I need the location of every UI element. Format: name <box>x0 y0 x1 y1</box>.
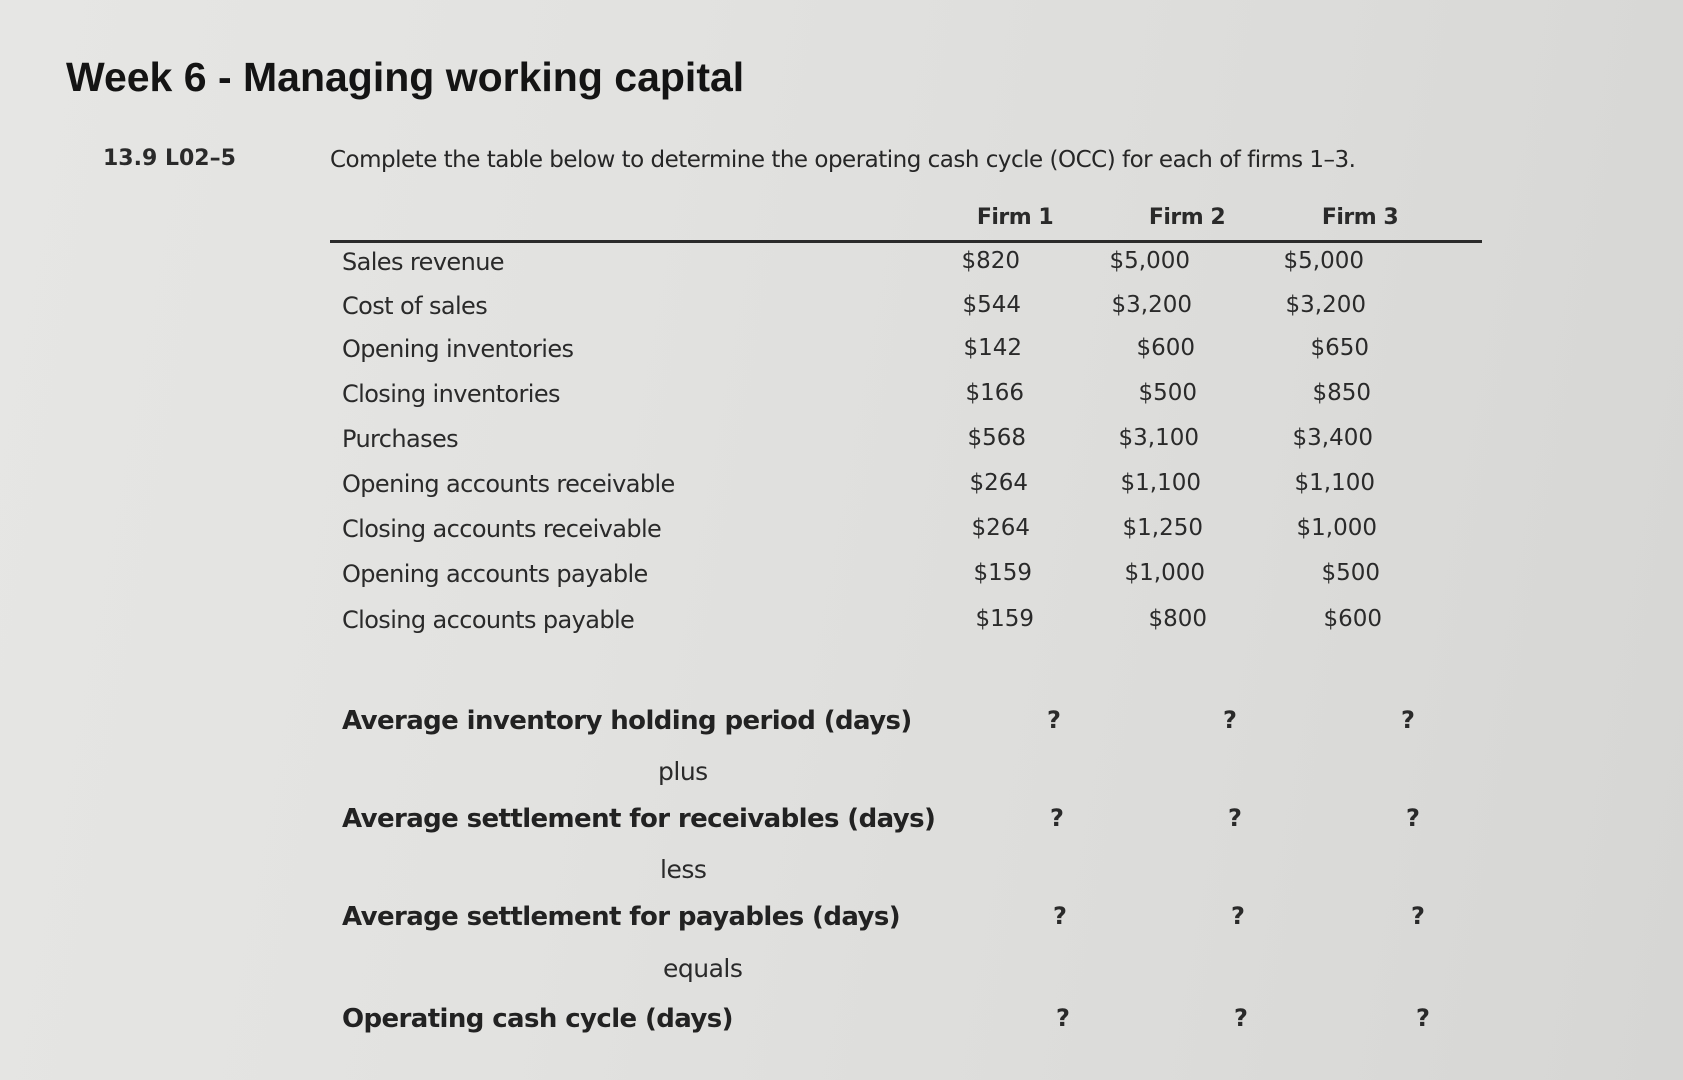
occ-table: Firm 1 Firm 2 Firm 3 Sales revenue $820 … <box>330 200 1482 1060</box>
row-label: Closing accounts payable <box>342 606 635 634</box>
cell-firm-1: $264 <box>969 470 1028 496</box>
connector-less: less <box>660 855 707 884</box>
answer-firm-1: ? <box>1053 902 1067 930</box>
table-row: Closing accounts payable $159 $800 $600 <box>330 606 1482 646</box>
table-row: Opening accounts payable $159 $1,000 $50… <box>330 560 1482 600</box>
row-label: Purchases <box>342 425 459 453</box>
calc-label: Operating cash cycle (days) <box>342 1004 734 1034</box>
row-label: Sales revenue <box>342 248 505 276</box>
connector-plus: plus <box>658 757 708 786</box>
column-header-firm-1: Firm 1 <box>976 205 1054 230</box>
cell-firm-1: $166 <box>965 380 1024 406</box>
answer-firm-1: ? <box>1050 804 1064 832</box>
cell-firm-3: $850 <box>1312 380 1371 406</box>
answer-firm-3: ? <box>1411 902 1425 930</box>
column-header-firm-3: Firm 3 <box>1321 205 1399 230</box>
cell-firm-2: $800 <box>1148 606 1207 632</box>
cell-firm-3: $5,000 <box>1283 248 1364 274</box>
answer-firm-3: ? <box>1406 804 1420 832</box>
cell-firm-1: $544 <box>962 292 1021 318</box>
table-row: Opening inventories $142 $600 $650 <box>330 335 1482 375</box>
cell-firm-3: $650 <box>1310 335 1369 361</box>
cell-firm-2: $600 <box>1136 335 1195 361</box>
answer-firm-1: ? <box>1056 1004 1070 1032</box>
cell-firm-1: $159 <box>975 606 1034 632</box>
table-row: Opening accounts receivable $264 $1,100 … <box>330 470 1482 510</box>
column-header-firm-2: Firm 2 <box>1148 205 1226 230</box>
cell-firm-2: $3,200 <box>1111 292 1192 318</box>
cell-firm-2: $1,000 <box>1124 560 1205 586</box>
cell-firm-3: $1,100 <box>1294 470 1375 496</box>
cell-firm-1: $159 <box>973 560 1032 586</box>
cell-firm-2: $500 <box>1138 380 1197 406</box>
calc-row-operating-cash-cycle: Operating cash cycle (days) ? ? ? <box>330 1004 1482 1044</box>
cell-firm-2: $1,250 <box>1122 515 1203 541</box>
cell-firm-2: $3,100 <box>1118 425 1199 451</box>
question-instruction: Complete the table below to determine th… <box>330 147 1356 173</box>
cell-firm-2: $5,000 <box>1109 248 1190 274</box>
table-row: Closing accounts receivable $264 $1,250 … <box>330 515 1482 555</box>
cell-firm-3: $600 <box>1323 606 1382 632</box>
answer-firm-3: ? <box>1416 1004 1430 1032</box>
row-label: Opening accounts receivable <box>342 470 675 498</box>
question-number: 13.9 L02–5 <box>103 146 236 171</box>
table-header: Firm 1 Firm 2 Firm 3 <box>330 205 1482 245</box>
header-rule <box>330 240 1482 243</box>
calc-row-inventory-holding: Average inventory holding period (days) … <box>330 706 1482 746</box>
row-label: Closing inventories <box>342 380 561 408</box>
cell-firm-3: $1,000 <box>1296 515 1377 541</box>
page-title: Week 6 - Managing working capital <box>66 54 745 100</box>
calc-label: Average settlement for receivables (days… <box>342 804 936 834</box>
answer-firm-2: ? <box>1234 1004 1248 1032</box>
cell-firm-1: $820 <box>961 248 1020 274</box>
calc-label: Average inventory holding period (days) <box>342 706 912 736</box>
cell-firm-3: $3,200 <box>1285 292 1366 318</box>
answer-firm-2: ? <box>1223 706 1237 734</box>
connector-equals: equals <box>663 954 743 983</box>
answer-firm-2: ? <box>1231 902 1245 930</box>
table-row: Sales revenue $820 $5,000 $5,000 <box>330 248 1482 288</box>
answer-firm-1: ? <box>1047 706 1061 734</box>
cell-firm-1: $568 <box>967 425 1026 451</box>
cell-firm-2: $1,100 <box>1120 470 1201 496</box>
calc-row-receivables-settlement: Average settlement for receivables (days… <box>330 804 1482 844</box>
row-label: Closing accounts receivable <box>342 515 662 543</box>
cell-firm-1: $264 <box>971 515 1030 541</box>
table-row: Purchases $568 $3,100 $3,400 <box>330 425 1482 465</box>
cell-firm-3: $3,400 <box>1292 425 1373 451</box>
row-label: Opening accounts payable <box>342 560 648 588</box>
table-row: Closing inventories $166 $500 $850 <box>330 380 1482 420</box>
answer-firm-2: ? <box>1228 804 1242 832</box>
calc-row-payables-settlement: Average settlement for payables (days) ?… <box>330 902 1482 942</box>
calc-label: Average settlement for payables (days) <box>342 902 901 932</box>
table-row: Cost of sales $544 $3,200 $3,200 <box>330 292 1482 332</box>
cell-firm-3: $500 <box>1321 560 1380 586</box>
row-label: Cost of sales <box>342 292 488 320</box>
cell-firm-1: $142 <box>963 335 1022 361</box>
answer-firm-3: ? <box>1401 706 1415 734</box>
row-label: Opening inventories <box>342 335 574 363</box>
